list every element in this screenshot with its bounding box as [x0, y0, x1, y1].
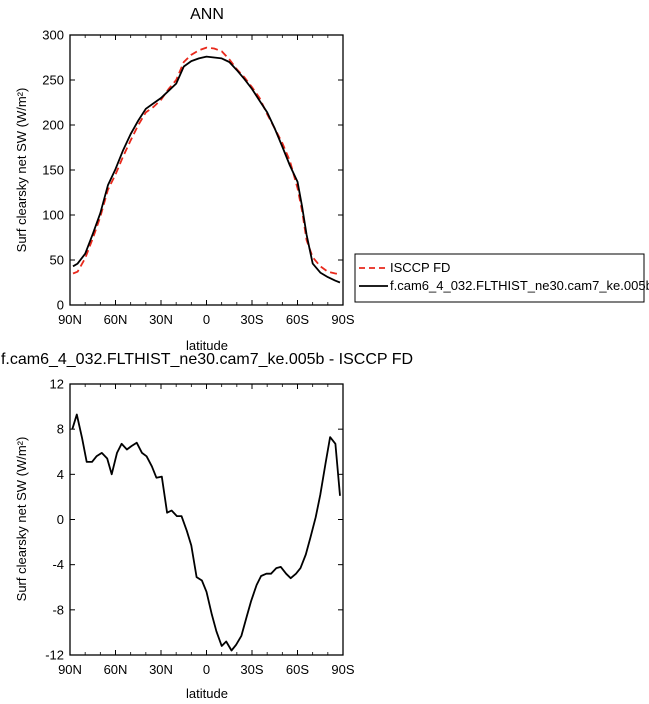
top-y-tick-label: 300	[42, 28, 64, 43]
top-y-axis-label: Surf clearsky net SW (W/m²)	[14, 88, 29, 253]
top-series-line-1	[72, 55, 341, 284]
top-series-line-0	[72, 46, 341, 276]
legend-label-isccp: ISCCP FD	[390, 260, 450, 275]
top-y-tick-label: 200	[42, 118, 64, 133]
bottom-y-tick-label: -4	[52, 557, 64, 572]
top-plot-frame	[69, 34, 344, 306]
top-chart-title: ANN	[190, 6, 224, 23]
bottom-plot-frame	[69, 383, 344, 656]
top-y-tick-label: 250	[42, 73, 64, 88]
legend: ISCCP FD f.cam6_4_032.FLTHIST_ne30.cam7_…	[354, 253, 649, 303]
top-series-layer	[72, 46, 341, 284]
bottom-x-tick-label: 60S	[286, 662, 309, 677]
bottom-x-tick-label: 30N	[149, 662, 173, 677]
top-y-tick-label: 100	[42, 208, 64, 223]
bottom-x-tick-label: 60N	[104, 662, 128, 677]
legend-box	[354, 253, 645, 303]
top-x-tick-label: 90N	[58, 312, 82, 327]
top-x-tick-label: 30N	[149, 312, 173, 327]
top-x-axis-label: latitude	[186, 338, 228, 353]
bottom-y-axis-label: Surf clearsky net SW (W/m²)	[14, 437, 29, 602]
top-y-tick-label: 150	[42, 163, 64, 178]
top-panel: ANN 0 50 100 150 200 250 300 90N 60N 30N 0 30S 60S 90…	[14, 6, 355, 353]
top-x-tick-label: 60N	[104, 312, 128, 327]
top-x-tick-label: 0	[203, 312, 210, 327]
bottom-axes-ticks: -12 -8 -4 0 4 8 12 90N 60N 30N 0 30S 60S 90S	[45, 377, 355, 678]
bottom-y-tick-label: 8	[57, 422, 64, 437]
bottom-y-tick-label: 4	[57, 467, 64, 482]
bottom-x-tick-label: 90N	[58, 662, 82, 677]
bottom-series-line-0	[71, 413, 341, 652]
top-x-tick-label: 90S	[331, 312, 354, 327]
bottom-x-axis-label: latitude	[186, 686, 228, 701]
bottom-x-tick-label: 90S	[331, 662, 354, 677]
top-axes-ticks: 0 50 100 150 200 250 300 90N 60N 30N 0 30S 60S 90S	[42, 28, 355, 328]
bottom-x-tick-label: 30S	[240, 662, 263, 677]
top-x-tick-label: 60S	[286, 312, 309, 327]
bottom-y-tick-label: -12	[45, 648, 64, 663]
bottom-y-tick-label: 12	[50, 377, 64, 392]
bottom-x-tick-label: 0	[203, 662, 210, 677]
bottom-series-layer	[71, 413, 341, 652]
bottom-y-tick-label: -8	[52, 602, 64, 617]
top-y-tick-label: 50	[50, 253, 64, 268]
legend-label-model: f.cam6_4_032.FLTHIST_ne30.cam7_ke.005b	[390, 278, 649, 293]
bottom-chart-title: f.cam6_4_032.FLTHIST_ne30.cam7_ke.005b -…	[1, 351, 413, 368]
bottom-y-tick-label: 0	[57, 512, 64, 527]
top-y-tick-label: 0	[57, 298, 64, 313]
bottom-panel: f.cam6_4_032.FLTHIST_ne30.cam7_ke.005b -…	[1, 351, 413, 701]
top-x-tick-label: 30S	[240, 312, 263, 327]
